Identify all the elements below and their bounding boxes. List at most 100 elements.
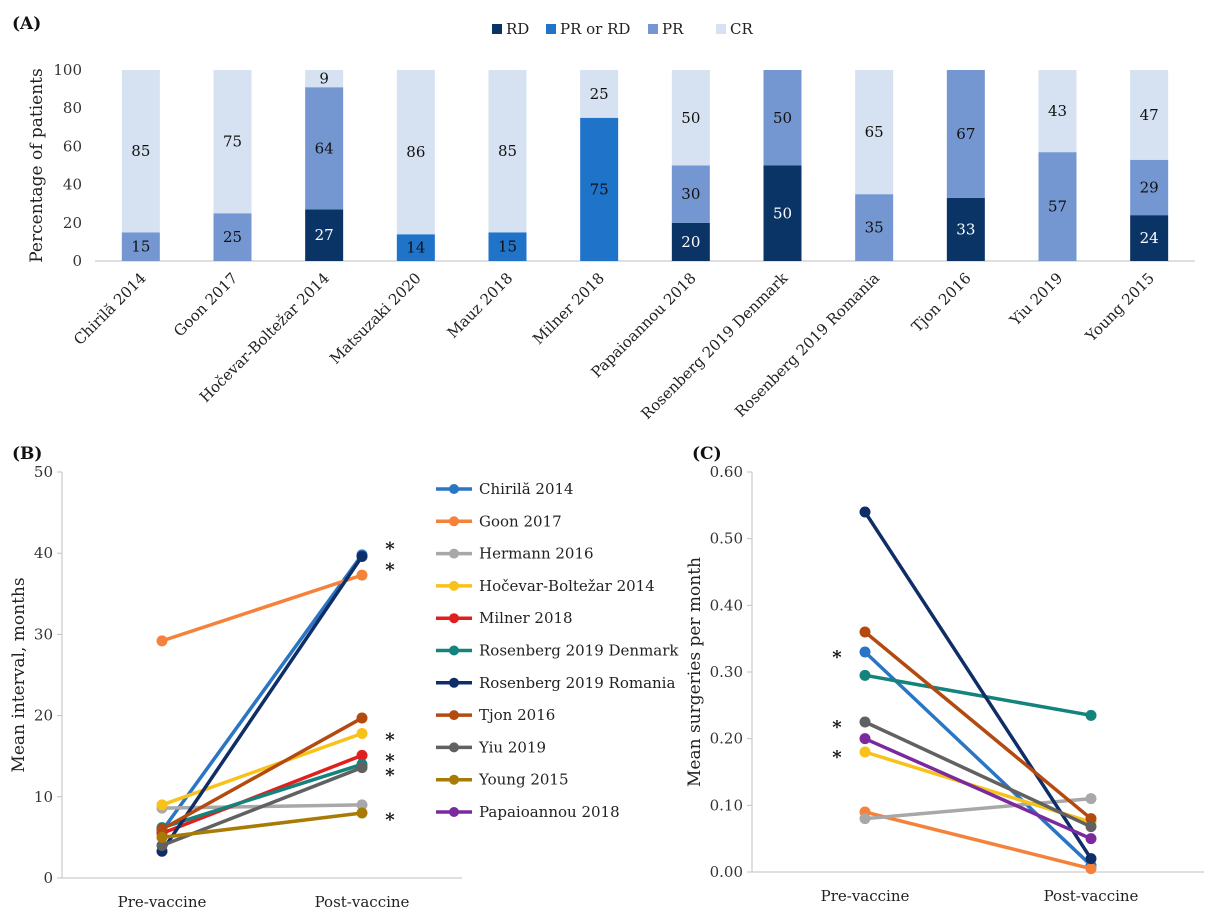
series-line-goon-2017 <box>160 573 364 643</box>
bar-value-label: 86 <box>406 143 425 161</box>
legend-marker-chirila-2014 <box>449 484 459 494</box>
bar-value-label: 50 <box>681 109 700 127</box>
data-point-tjon-2016 <box>859 626 871 638</box>
bar-segment-pr <box>213 213 252 261</box>
bar-segment-pr <box>1038 152 1077 261</box>
data-point-yiu-2019 <box>859 716 871 728</box>
bar-segment-pr <box>763 70 802 166</box>
bar-segment-pr-or-rd <box>396 234 435 261</box>
significance-marker: * <box>385 750 395 771</box>
series-line-tjon-2016 <box>160 716 364 832</box>
data-point-hermann-2016 <box>1085 793 1097 805</box>
legend-marker-milner-2018 <box>449 613 459 624</box>
legend-marker-goon-2017 <box>449 516 459 527</box>
bar-segment-rd <box>946 197 985 261</box>
data-point-tjon-2016 <box>356 712 368 724</box>
bar-value-label: 20 <box>681 233 700 251</box>
y-tick-label: 0.00 <box>710 863 743 881</box>
legend-label-hoc-evar-boltez-ar-2014: Hočevar-Boltežar 2014 <box>479 577 655 595</box>
y-tick-label: 0.60 <box>710 463 743 481</box>
panel-c-surgeries-line-chart: (C) 0.00 0.10 0.20 0.30 0.40 0.50 0.60 Pre-vacci… <box>685 444 1204 905</box>
bar-value-label: 9 <box>319 70 329 88</box>
x-category-label: Rosenberg 2019 Romania <box>731 269 883 421</box>
bar-value-label: 29 <box>1140 178 1159 196</box>
data-point-goon-2017 <box>156 635 168 647</box>
y-tick-label: 0.40 <box>710 596 743 614</box>
bar-value-label: 35 <box>865 219 884 237</box>
panel-label-c: (C) <box>692 444 722 464</box>
legend-label-pr-or-rd: PR or RD <box>560 20 630 38</box>
bar-value-label: 27 <box>315 226 334 244</box>
bar-value-label: 75 <box>223 133 242 151</box>
bar-value-label: 67 <box>956 125 975 143</box>
significance-marker: * <box>832 717 842 738</box>
bar-segment-rd <box>763 165 802 261</box>
bar-value-label: 25 <box>590 85 609 103</box>
bar-segment-cr <box>1130 70 1169 160</box>
legend-label-pr: PR <box>662 20 684 38</box>
legend-label-rd: RD <box>506 20 529 38</box>
x-category-label: Goon 2017 <box>170 269 241 340</box>
legend-label-tjon-2016: Tjon 2016 <box>479 706 555 724</box>
legend-swatch-cr <box>716 24 726 34</box>
data-point-hoc-evar-boltez-ar-2014 <box>156 799 168 811</box>
y-tick-label: 40 <box>63 176 82 194</box>
legend-marker-rosenberg-2019-denmark <box>449 645 459 656</box>
x-category-label: Rosenberg 2019 Denmark <box>638 268 792 422</box>
legend-label-rosenberg-2019-denmark: Rosenberg 2019 Denmark <box>479 642 679 660</box>
data-point-hermann-2016 <box>859 813 871 825</box>
bar-segment-cr <box>855 70 894 195</box>
bar-value-label: 75 <box>590 180 609 198</box>
significance-marker: * <box>385 560 395 581</box>
y-tick-label: 0.30 <box>710 663 743 681</box>
series-line-rosenberg-2019-romania <box>160 554 364 853</box>
y-tick-label: 0 <box>43 869 53 887</box>
legend-label-hermann-2016: Hermann 2016 <box>479 545 594 563</box>
series-line-rosenberg-2019-romania <box>863 510 1093 861</box>
series-line-hoc-evar-boltez-ar-2014 <box>160 731 364 807</box>
legend-label-milner-2018: Milner 2018 <box>479 609 573 627</box>
bar-value-label: 43 <box>1048 102 1067 120</box>
data-point-yiu-2019 <box>1085 821 1097 833</box>
legend-a: RD PR or RD PR CR <box>492 20 753 38</box>
data-point-hoc-evar-boltez-ar-2014 <box>356 727 368 739</box>
series-line-chirila-2014 <box>863 650 1093 868</box>
significance-marker: * <box>385 765 395 786</box>
data-point-rosenberg-2019-romania <box>1085 853 1097 865</box>
bar-segment-cr <box>1038 70 1077 153</box>
bar-segment-pr <box>855 194 894 261</box>
bar-segment-cr <box>121 70 160 233</box>
x-category-label: Yiu 2019 <box>1005 269 1066 330</box>
series-line-rosenberg-2019-denmark <box>863 673 1093 718</box>
series-line-papaioannou-2018 <box>863 736 1093 841</box>
bar-value-label: 14 <box>406 239 425 257</box>
legend-label-chirila-2014: Chirilă 2014 <box>479 480 574 498</box>
y-tick-label: 80 <box>63 99 82 117</box>
legend-label-goon-2017: Goon 2017 <box>479 512 562 530</box>
data-point-young-2015 <box>156 831 168 843</box>
legend-marker-young-2015 <box>449 774 459 785</box>
data-point-yiu-2019 <box>356 762 368 774</box>
series-line-young-2015 <box>160 811 364 840</box>
bar-segment-pr <box>305 87 344 210</box>
data-point-milner-2018 <box>356 749 368 761</box>
x-category-label: Young 2015 <box>1081 269 1158 346</box>
data-point-rosenberg-2019-romania <box>859 506 871 518</box>
series-line-goon-2017 <box>863 810 1093 871</box>
y-tick-label: 20 <box>63 214 82 232</box>
y-tick-label: 60 <box>63 137 82 155</box>
bar-segment-cr <box>580 70 619 118</box>
bar-value-label: 33 <box>956 220 975 238</box>
y-tick-label: 20 <box>34 707 53 725</box>
x-category-label: Tjon 2016 <box>908 269 975 336</box>
y-tick-label: 40 <box>34 544 53 562</box>
significance-marker: * <box>385 810 395 831</box>
bar-value-label: 24 <box>1140 229 1159 247</box>
legend-marker-rosenberg-2019-romania <box>449 677 459 688</box>
legend-label-papaioannou-2018: Papaioannou 2018 <box>479 803 620 821</box>
y-axis-title-b: Mean interval, months <box>9 577 29 772</box>
data-point-rosenberg-2019-romania <box>356 550 368 562</box>
x-category-label: Post-vaccine <box>1044 887 1139 905</box>
data-point-papaioannou-2018 <box>859 733 871 745</box>
